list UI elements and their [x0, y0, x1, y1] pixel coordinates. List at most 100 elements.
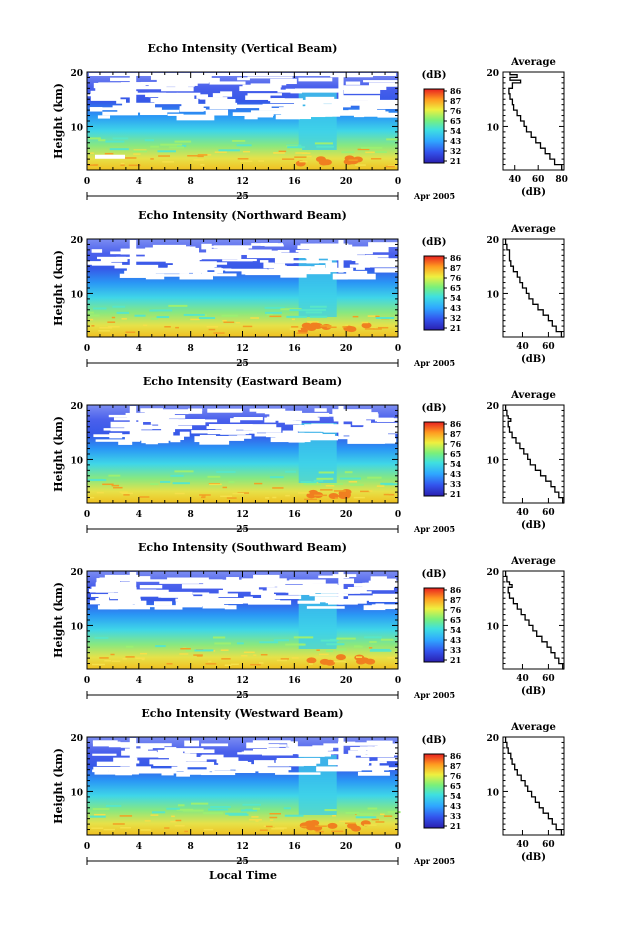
heatmap-noise: [292, 268, 310, 273]
heatmap-noise: [286, 435, 306, 440]
heatmap-noise: [225, 268, 268, 272]
heatmap-speckle: [353, 645, 361, 648]
heatmap-noise: [158, 409, 189, 415]
heatmap-noise: [176, 114, 215, 121]
heatmap-speckle: [370, 158, 382, 160]
y-tick-label: 20: [70, 236, 83, 246]
heatmap-noise: [223, 589, 263, 592]
panel-title: Echo Intensity (Westward Beam): [141, 707, 343, 720]
x-tick-label: 0: [395, 177, 401, 187]
heatmap-gap: [129, 406, 137, 439]
heatmap-speckle: [98, 139, 106, 142]
heatmap-noise: [136, 249, 183, 255]
heatmap-noise: [171, 748, 204, 752]
heatmap-speckle: [150, 814, 159, 816]
heatmap-speckle: [315, 830, 324, 833]
average-y-tick-label: 20: [486, 568, 499, 578]
heatmap-speckle: [175, 819, 182, 822]
heatmap-speckle: [125, 645, 134, 648]
colorbar: [423, 255, 445, 331]
heatmap-gap: [338, 240, 344, 273]
heatmap-speckle: [369, 641, 377, 644]
heatmap-speckle: [220, 649, 229, 651]
heatmap-noise: [136, 579, 178, 582]
heatmap-noise: [271, 98, 286, 101]
heatmap-noise: [369, 437, 397, 444]
heatmap-speckle: [383, 815, 393, 817]
heatmap-noise: [120, 742, 131, 748]
heatmap-gap: [129, 240, 137, 273]
heatmap-speckle: [251, 816, 259, 818]
x-tick-label: 0: [84, 676, 90, 686]
average-x-label: (dB): [521, 354, 546, 365]
heatmap-speckle: [385, 165, 395, 168]
heatmap-noise: [103, 258, 113, 262]
heatmap-noise: [327, 255, 369, 261]
heatmap-speckle: [187, 155, 199, 157]
heatmap-noise: [367, 258, 411, 263]
heatmap-noise: [268, 580, 313, 584]
heatmap-noise: [140, 111, 168, 116]
heatmap-noise: [284, 420, 302, 425]
heatmap-noise: [95, 597, 110, 603]
heatmap-noise: [281, 113, 312, 120]
heatmap-noise: [274, 257, 294, 264]
heatmap-noise: [377, 743, 424, 749]
heatmap-noise: [150, 75, 184, 80]
average-frame: [502, 736, 565, 836]
heatmap-noise: [210, 245, 222, 248]
colorbar: [423, 88, 445, 164]
heatmap-speckle: [265, 497, 270, 499]
heatmap-speckle: [174, 492, 185, 495]
heatmap-noise: [252, 740, 291, 744]
heatmap-noise: [368, 752, 410, 756]
heatmap-noise: [205, 109, 229, 116]
heatmap-noise: [276, 252, 309, 258]
heatmap-speckle: [239, 160, 253, 162]
average-x-tick-label: 40: [516, 840, 529, 850]
x-tick-label: 8: [188, 510, 194, 520]
heatmap-speckle: [291, 326, 299, 328]
heatmap-speckle: [278, 150, 287, 153]
heatmap-speckle: [116, 311, 130, 314]
heatmap-speckle: [355, 164, 366, 166]
heatmap-noise: [245, 95, 271, 100]
heatmap-speckle: [210, 805, 231, 808]
heatmap-noise: [140, 81, 183, 86]
heatmap-gap: [129, 572, 137, 605]
y-axis-label: Height (km): [52, 416, 65, 492]
heatmap-noise: [340, 589, 367, 592]
heatmap-speckle: [133, 149, 147, 151]
heatmap-noise: [332, 273, 348, 280]
x-tick-label: 8: [188, 842, 194, 852]
heatmap-speckle: [305, 481, 317, 484]
heatmap-speckle: [190, 802, 209, 805]
heatmap-noise: [200, 755, 218, 760]
heatmap-speckle: [87, 311, 94, 314]
heatmap-noise: [295, 88, 342, 93]
heatmap-noise: [220, 91, 233, 97]
heatmap-speckle: [170, 474, 184, 477]
y-axis-label: Height (km): [52, 250, 65, 326]
heatmap-noise: [178, 264, 215, 270]
colorbar-tick-label: 65: [450, 615, 461, 625]
heatmap-noise: [370, 576, 387, 582]
x-axis-label: Local Time: [209, 869, 277, 882]
heatmap-speckle: [236, 144, 252, 147]
heatmap-noise: [179, 273, 214, 280]
colorbar-unit: (dB): [422, 569, 447, 580]
panel-1: Echo Intensity (Vertical Beam) 20 10 Height…: [52, 42, 568, 202]
heatmap-noise: [332, 427, 380, 430]
heatmap-noise: [337, 763, 369, 769]
heatmap-noise: [147, 745, 165, 749]
heatmap-noise: [330, 75, 373, 78]
average-y-tick-label: 20: [486, 402, 499, 412]
heatmap-speckle: [326, 326, 337, 329]
heatmap-noise: [349, 264, 371, 268]
heatmap-noise: [172, 261, 217, 268]
heatmap-noise: [244, 115, 258, 120]
heatmap-noise: [97, 115, 111, 119]
heatmap-speckle: [209, 483, 222, 486]
heatmap-speckle: [309, 315, 328, 318]
heatmap-speckle: [285, 470, 296, 473]
